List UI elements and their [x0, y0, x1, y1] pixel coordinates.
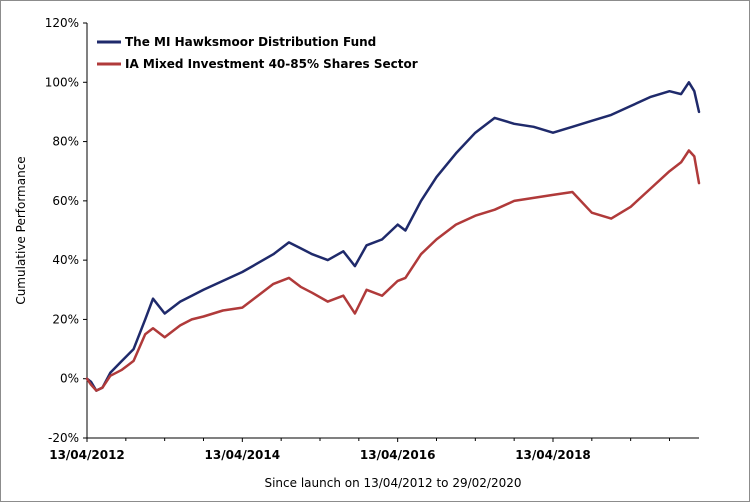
y-axis-title: Cumulative Performance [14, 156, 28, 304]
y-tick-label: 20% [52, 312, 79, 326]
x-tick-label: 13/04/2018 [515, 448, 591, 462]
axes: -20% 0% 20% 40% 60% 80% 100% 120% 13/04/2012 13/0… [45, 16, 699, 462]
y-tick-label: 0% [60, 372, 79, 386]
x-tick-label: 13/04/2014 [205, 448, 281, 462]
series-line-1 [85, 81, 701, 392]
y-tick-label: 40% [52, 253, 79, 267]
y-tick-label: 60% [52, 194, 79, 208]
series-lines [85, 81, 701, 392]
y-tick-label: -20% [48, 431, 79, 445]
series-line-2 [85, 149, 701, 392]
y-tick-label: 80% [52, 135, 79, 149]
legend-label-2: IA Mixed Investment 40-85% Shares Sector [125, 57, 418, 71]
legend-label-1: The MI Hawksmoor Distribution Fund [125, 35, 376, 49]
x-axis-title: Since launch on 13/04/2012 to 29/02/2020 [264, 476, 521, 490]
legend: The MI Hawksmoor Distribution Fund IA Mix… [97, 35, 418, 71]
y-tick-label: 120% [45, 16, 79, 30]
x-tick-label: 13/04/2016 [360, 448, 436, 462]
y-tick-label: 100% [45, 75, 79, 89]
x-tick-label: 13/04/2012 [49, 448, 125, 462]
